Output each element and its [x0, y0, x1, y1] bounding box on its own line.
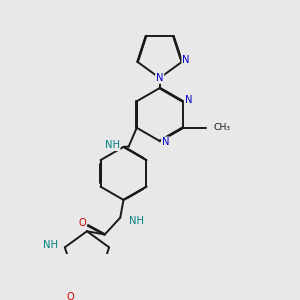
Text: NH: NH	[105, 140, 120, 150]
Text: N: N	[156, 73, 164, 83]
Text: NH: NH	[43, 240, 58, 250]
Text: N: N	[182, 55, 190, 65]
Text: CH₃: CH₃	[213, 123, 230, 132]
Text: O: O	[67, 292, 75, 300]
Text: O: O	[78, 218, 86, 229]
Text: NH: NH	[129, 216, 144, 226]
Text: N: N	[185, 95, 192, 105]
Text: N: N	[162, 137, 169, 147]
